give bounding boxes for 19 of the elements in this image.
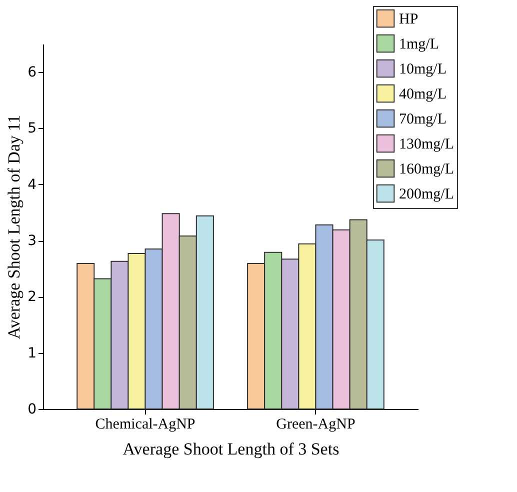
y-tick-label: 2 [28, 289, 36, 306]
legend-label: HP [399, 12, 418, 28]
legend-label: 70mg/L [399, 112, 446, 128]
legend-label: 160mg/L [399, 162, 454, 178]
y-tick-label: 3 [28, 233, 36, 250]
legend-label: 40mg/L [399, 86, 446, 102]
x-tick-label: Green-AgNP [276, 416, 356, 432]
x-axis-title: Average Shoot Length of 3 Sets [122, 440, 340, 458]
legend-label: 1mg/L [399, 36, 439, 52]
legend-label: 130mg/L [399, 136, 454, 152]
y-tick-label: 0 [28, 402, 36, 418]
y-tick-label: 4 [28, 176, 37, 193]
legend-label: 200mg/L [399, 186, 454, 202]
y-tick-label: 6 [28, 64, 37, 81]
y-tick-label: 5 [28, 120, 36, 137]
x-tick-label: Chemical-AgNP [95, 416, 196, 432]
y-axis-title: Average Shoot Length of Day 11 [4, 114, 24, 340]
y-tick-label: 1 [28, 345, 36, 362]
legend-label: 10mg/L [399, 62, 446, 78]
